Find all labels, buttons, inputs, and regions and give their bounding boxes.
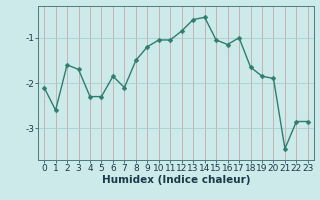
X-axis label: Humidex (Indice chaleur): Humidex (Indice chaleur) (102, 175, 250, 185)
